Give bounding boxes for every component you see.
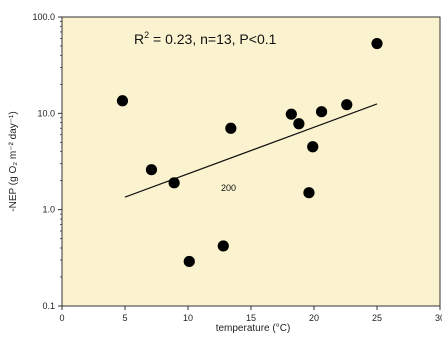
data-point [217,240,229,252]
plot-area [62,17,440,306]
x-tick-label: 10 [183,313,193,323]
inline-label: 200 [221,183,236,193]
x-axis-title: temperature (°C) [216,323,291,334]
x-tick-label: 5 [122,313,127,323]
y-tick-label: 1.0 [42,205,55,215]
data-point [168,177,180,189]
data-point [285,108,297,120]
x-tick-label: 20 [309,313,319,323]
regression-line [124,103,378,198]
plot-frame [61,16,441,307]
data-point [371,37,383,50]
data-point [293,118,305,130]
y-tick-label: 0.1 [42,301,55,311]
data-point [145,164,158,176]
y-tick-label: 10.0 [37,108,55,118]
y-axis-title: -NEP (g O₂ m⁻² day⁻¹) [8,111,19,211]
data-point [183,255,195,268]
x-tick-label: 25 [372,313,382,323]
x-tick-label: 0 [59,313,64,323]
data-point [303,187,315,199]
data-point [315,106,328,118]
data-point [341,99,353,111]
y-tick-label: 100.0 [32,12,55,22]
data-points [116,37,383,268]
regression-annotation: R2 = 0.23, n=13, P<0.1 [134,30,277,47]
data-point [225,122,237,134]
data-point [307,141,319,153]
x-tick-label: 30 [435,313,442,323]
data-point [116,95,129,107]
x-tick-label: 15 [246,313,256,323]
